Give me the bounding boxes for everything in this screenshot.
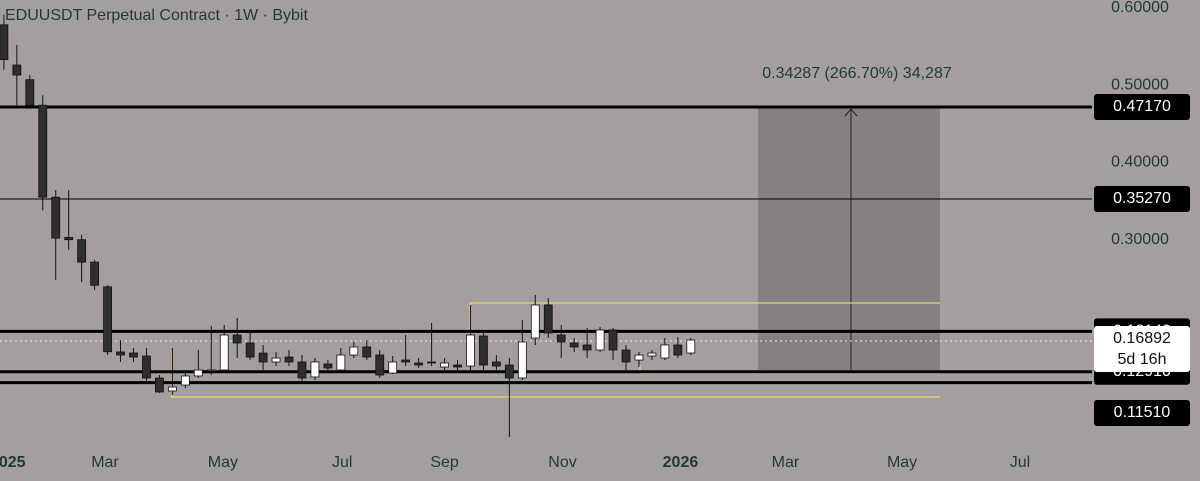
x-tick-label: Sep: [430, 454, 459, 471]
candle-body: [414, 362, 424, 366]
candle-body: [25, 79, 35, 106]
x-tick-label: May: [887, 454, 917, 471]
candle-body: [193, 369, 203, 377]
candle-body: [232, 334, 242, 344]
candle-body: [427, 361, 436, 364]
candle-body: [686, 339, 696, 354]
x-tick-label: Mar: [772, 454, 800, 471]
candle-body: [38, 104, 48, 198]
y-tick-label: 0.50000: [1111, 76, 1169, 93]
candle-body: [647, 352, 657, 357]
candle-body: [129, 352, 138, 358]
candle-body: [336, 354, 346, 371]
candle-body: [621, 349, 631, 363]
candle-body: [595, 329, 605, 351]
x-tick-label: 2026: [663, 454, 699, 471]
price-label-box: [1094, 185, 1190, 212]
candle-body: [556, 334, 566, 343]
candle-body: [466, 334, 475, 367]
candle-body: [258, 352, 268, 363]
x-tick-label: Nov: [548, 454, 576, 471]
x-tick-label: Mar: [91, 454, 119, 471]
candle-body: [491, 361, 501, 367]
x-tick-label: 2025: [0, 454, 26, 471]
candle-body: [582, 344, 592, 351]
candle-body: [297, 361, 307, 379]
y-tick-label: 0.60000: [1111, 0, 1169, 16]
candle-body: [323, 363, 333, 369]
candle-body: [530, 304, 540, 339]
candle-body: [142, 355, 151, 379]
candle-body: [388, 361, 398, 374]
candle-body: [479, 335, 488, 366]
candle-body: [440, 362, 449, 368]
annotation: 0.34287 (266.70%) 34,287: [762, 65, 952, 82]
projection-box: [758, 107, 940, 370]
candle-body: [504, 364, 514, 379]
candle-body: [245, 342, 255, 358]
current-price-box: [1094, 326, 1190, 373]
candle-body: [155, 377, 164, 393]
candle-body: [271, 357, 281, 363]
y-tick-label: 0.40000: [1111, 154, 1169, 171]
candle-body: [349, 346, 359, 356]
candle-body: [634, 354, 644, 361]
candle-body: [284, 356, 294, 363]
candle-body: [90, 261, 100, 286]
chart-title: EDUUSDT Perpetual Contract · 1W · Bybit: [5, 7, 308, 24]
candle-body: [116, 351, 125, 356]
x-tick-label: Jul: [1010, 454, 1030, 471]
countdown: 5d 16h: [1118, 351, 1167, 368]
candle-body: [310, 361, 320, 378]
candle-body: [103, 286, 112, 353]
candle-body: [517, 341, 527, 379]
candle-body: [453, 364, 462, 368]
candle-body: [569, 342, 579, 348]
price-label: 0.47170: [1113, 98, 1171, 115]
candle-body: [543, 304, 553, 334]
price-label-box: [1094, 93, 1190, 120]
candle-body: [180, 375, 190, 386]
candle-body: [12, 64, 22, 76]
candle-body: [206, 369, 216, 372]
candle-body: [77, 239, 87, 263]
candle-body: [362, 346, 372, 358]
candle-body: [219, 334, 229, 371]
arrow-head: [844, 108, 858, 117]
candle-body: [51, 196, 61, 239]
price-label-box: [1094, 400, 1190, 426]
candle-body: [0, 24, 9, 60]
candle-body: [608, 329, 618, 351]
x-tick-label: Jul: [332, 454, 352, 471]
candle-body: [660, 344, 670, 359]
price-label: 0.35270: [1113, 190, 1171, 207]
candle-body: [673, 344, 683, 356]
current-price-label: 0.16892: [1113, 330, 1171, 347]
x-tick-label: May: [208, 454, 238, 471]
candle-body: [64, 236, 74, 241]
price-label: 0.11510: [1114, 404, 1171, 421]
candle-body: [167, 386, 177, 392]
y-tick-label: 0.30000: [1111, 231, 1169, 248]
candle-body: [375, 354, 385, 376]
candle-body: [401, 359, 411, 363]
